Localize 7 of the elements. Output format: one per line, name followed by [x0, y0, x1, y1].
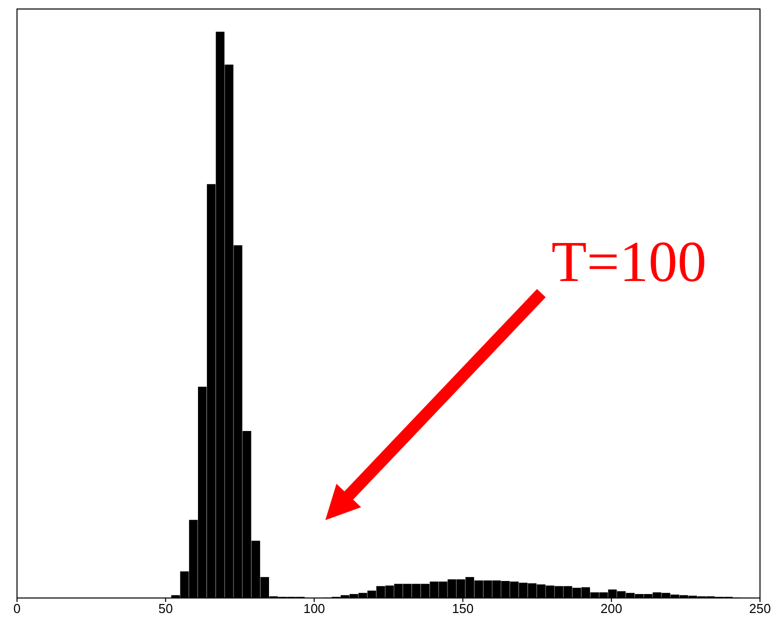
- x-tick-label: 150: [452, 601, 474, 616]
- x-tick-label: 200: [600, 601, 622, 616]
- x-tick-label: 50: [158, 601, 173, 616]
- x-tick-label: 100: [303, 601, 326, 616]
- annotation: T=100: [551, 229, 706, 294]
- x-tick-label: 0: [13, 601, 21, 616]
- x-tick-label: 250: [749, 601, 771, 616]
